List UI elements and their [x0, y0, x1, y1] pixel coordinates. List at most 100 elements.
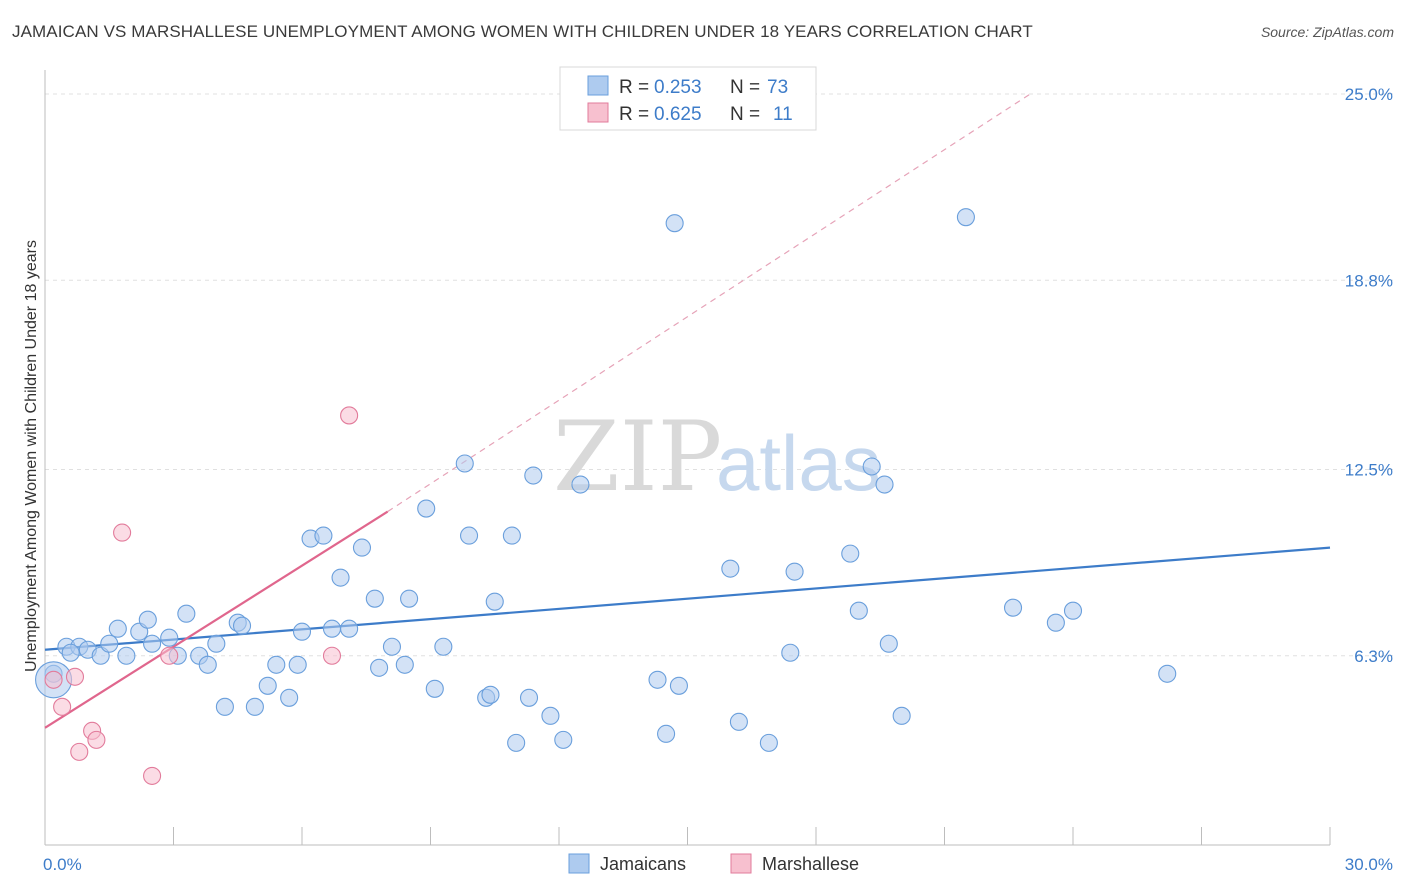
point-jamaicans [322, 619, 342, 638]
x-tick-label-min: 0.0% [43, 855, 82, 874]
point-jamaicans [382, 637, 402, 656]
point-jamaicans [395, 655, 414, 674]
point-jamaicans [481, 685, 500, 704]
point-jamaicans [434, 637, 453, 656]
point-jamaicans [541, 706, 560, 725]
y-tick-label: 18.8% [1345, 271, 1393, 290]
point-jamaicans [143, 634, 162, 653]
trend-extension-marshallese [387, 93, 1031, 513]
bottom-legend-marshallese: Marshallese [762, 854, 859, 874]
point-jamaicans [554, 730, 573, 749]
point-jamaicans [841, 544, 860, 563]
point-jamaicans [160, 628, 179, 647]
watermark-atlas: atlas [716, 419, 881, 507]
point-jamaicans [459, 526, 479, 545]
bottom-legend-jamaicans: Jamaicans [600, 854, 686, 874]
y-axis-label: Unemployment Among Women with Children U… [23, 240, 40, 672]
point-jamaicans [245, 697, 264, 716]
point-jamaicans [862, 457, 881, 476]
point-marshallese [87, 730, 106, 749]
point-jamaicans [875, 475, 894, 494]
point-jamaicans [267, 655, 286, 674]
legend-n-value-marshallese: 11 [773, 104, 793, 125]
point-marshallese [70, 742, 89, 761]
legend-n-label-1: N = [730, 77, 760, 98]
legend-swatch-jamaicans [587, 75, 609, 96]
point-jamaicans [571, 475, 590, 494]
legend-r-value-marshallese: 0.625 [654, 104, 702, 125]
point-jamaicans [314, 526, 333, 545]
trend-line-marshallese [44, 510, 389, 729]
legend-r-label-2: R = [619, 104, 649, 125]
axes [44, 70, 1331, 846]
point-jamaicans [657, 724, 676, 743]
trend-lines [44, 93, 1331, 729]
point-jamaicans [849, 601, 868, 620]
point-jamaicans [340, 619, 359, 638]
y-tick-labels: 6.3% 12.5% 18.8% 25.0% [1345, 85, 1393, 666]
point-jamaicans [879, 634, 898, 653]
point-jamaicans [138, 610, 157, 629]
point-jamaicans [502, 526, 521, 545]
point-jamaicans [280, 688, 299, 707]
point-jamaicans [785, 562, 804, 581]
legend-r-value-jamaicans: 0.253 [654, 77, 702, 98]
point-jamaicans [292, 622, 312, 641]
point-jamaicans [370, 658, 389, 677]
point-jamaicans [669, 676, 688, 695]
point-jamaicans [365, 589, 384, 608]
point-jamaicans [648, 670, 667, 689]
point-jamaicans [425, 679, 444, 698]
point-jamaicans [781, 643, 800, 662]
point-jamaicans [258, 676, 277, 695]
legend-n-label-2: N = [730, 104, 760, 125]
y-tick-label: 12.5% [1345, 461, 1393, 480]
point-jamaicans [665, 214, 684, 233]
point-jamaicans [1003, 598, 1023, 617]
data-points [35, 208, 1177, 785]
bottom-legend-swatch-marshallese [730, 853, 752, 874]
point-jamaicans [400, 589, 419, 608]
legend-n-value-jamaicans: 73 [767, 77, 788, 98]
x-tick-label-max: 30.0% [1345, 855, 1393, 874]
legend: R = 0.253 N = 73 R = 0.625 N = 11 [559, 66, 817, 131]
point-jamaicans [721, 559, 740, 578]
point-jamaicans [519, 688, 539, 707]
point-jamaicans [892, 706, 911, 725]
bottom-legend: Jamaicans Marshallese [568, 853, 859, 874]
watermark-zip: ZIP [553, 401, 722, 513]
point-jamaicans [232, 616, 252, 635]
legend-swatch-marshallese [587, 102, 609, 123]
point-jamaicans [331, 568, 350, 587]
point-marshallese [340, 406, 359, 425]
point-marshallese [322, 646, 342, 665]
point-jamaicans [100, 634, 119, 653]
point-jamaicans [524, 466, 543, 485]
point-marshallese [160, 646, 179, 665]
point-jamaicans [759, 733, 778, 752]
point-jamaicans [108, 619, 127, 638]
point-jamaicans [61, 643, 80, 662]
point-jamaicans [507, 733, 526, 752]
y-tick-label: 25.0% [1345, 85, 1393, 104]
trend-line-jamaicans [44, 546, 1331, 651]
point-marshallese [65, 667, 85, 686]
x-tick-labels: 0.0% 30.0% [43, 855, 1393, 874]
point-jamaicans [455, 454, 474, 473]
point-jamaicans [198, 655, 217, 674]
point-jamaicans [1046, 613, 1065, 632]
point-jamaicans [1158, 664, 1177, 683]
bottom-legend-swatch-jamaicans [568, 853, 590, 874]
point-marshallese [44, 670, 63, 689]
source-label: Source: ZipAtlas.com [1260, 24, 1394, 40]
point-jamaicans [117, 646, 136, 665]
point-jamaicans [207, 634, 226, 653]
point-jamaicans [485, 592, 504, 611]
point-jamaicans [417, 499, 436, 518]
legend-r-label-1: R = [619, 77, 649, 98]
y-tick-label: 6.3% [1354, 647, 1393, 666]
point-jamaicans [288, 655, 307, 674]
point-jamaicans [215, 697, 234, 716]
watermark: ZIP atlas [553, 401, 881, 513]
